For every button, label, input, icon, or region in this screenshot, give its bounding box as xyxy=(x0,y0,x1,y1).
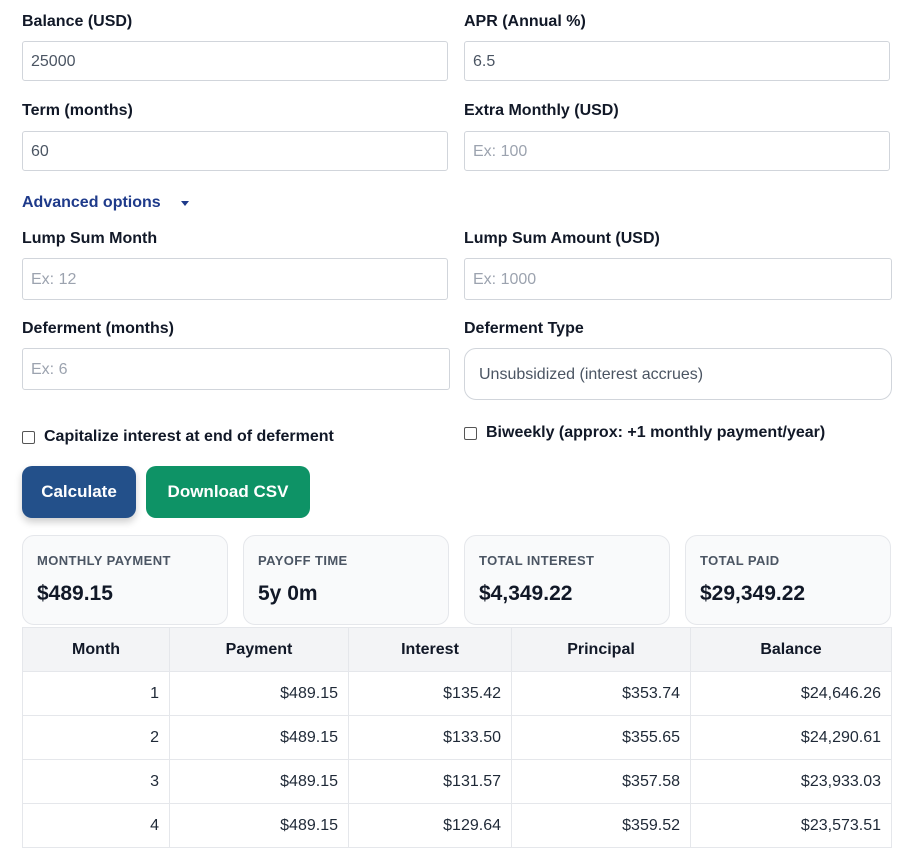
table-cell: $489.15 xyxy=(169,715,349,760)
table-cell: 4 xyxy=(22,803,170,848)
checkbox-label: Capitalize interest at end of deferment xyxy=(44,428,334,445)
summary-card: PAYOFF TIME 5y 0m xyxy=(243,535,449,625)
label: Term (months) xyxy=(22,102,133,119)
input[interactable]: Ex: 6 xyxy=(22,348,450,390)
input[interactable]: 25000 xyxy=(22,41,448,81)
card-label: MONTHLY PAYMENT xyxy=(37,553,171,568)
checkbox-label: Biweekly (approx: +1 monthly payment/yea… xyxy=(486,424,826,441)
table-cell: $355.65 xyxy=(511,715,691,760)
label: Balance (USD) xyxy=(22,13,133,30)
caret xyxy=(181,201,189,206)
checkbox[interactable] xyxy=(22,430,35,444)
summary-card: TOTAL PAID $29,349.22 xyxy=(685,535,891,625)
label: Extra Monthly (USD) xyxy=(464,102,619,119)
table-row: 1 $489.15 $135.42 $353.74 $24,646.26 xyxy=(22,671,892,716)
table-cell: 3 xyxy=(22,759,170,804)
card-value: $29,349.22 xyxy=(700,582,806,605)
advanced-toggle[interactable]: Advanced options xyxy=(22,194,161,211)
table-cell: $489.15 xyxy=(169,671,349,716)
column-header: Principal xyxy=(511,627,691,672)
table-cell: $24,290.61 xyxy=(690,715,892,760)
select[interactable]: Unsubsidized (interest accrues) xyxy=(464,348,892,400)
label: Deferment (months) xyxy=(22,320,175,337)
input[interactable]: Ex: 100 xyxy=(464,131,890,171)
input[interactable]: Ex: 12 xyxy=(22,258,448,300)
table-body: 1 $489.15 $135.42 $353.74 $24,646.26 2 $489.15… xyxy=(22,671,892,848)
card-value: $489.15 xyxy=(37,582,113,605)
download-button[interactable]: Download CSV xyxy=(146,466,310,518)
table-row: 3 $489.15 $131.57 $357.58 $23,933.03 xyxy=(22,759,892,804)
table-cell: $489.15 xyxy=(169,759,349,804)
input[interactable]: 60 xyxy=(22,131,448,171)
card-label: TOTAL PAID xyxy=(700,553,780,568)
table-cell: $359.52 xyxy=(511,803,691,848)
header-row: Month Payment Interest Principal Balance xyxy=(22,627,892,672)
card-value: $4,349.22 xyxy=(479,582,573,605)
card-label: PAYOFF TIME xyxy=(258,553,348,568)
table-cell: $357.58 xyxy=(511,759,691,804)
calculate-button[interactable]: Calculate xyxy=(22,466,136,518)
table-row: 4 $489.15 $129.64 $359.52 $23,573.51 xyxy=(22,803,892,848)
checkbox-row[interactable]: Capitalize interest at end of deferment xyxy=(22,428,334,446)
table-cell: $135.42 xyxy=(348,671,512,716)
checkbox-row[interactable]: Biweekly (approx: +1 monthly payment/yea… xyxy=(464,424,825,442)
table-cell: 1 xyxy=(22,671,170,716)
column-header: Month xyxy=(22,627,170,672)
label: Deferment Type xyxy=(464,320,584,337)
table-row: 2 $489.15 $133.50 $355.65 $24,290.61 xyxy=(22,715,892,760)
table-cell: $24,646.26 xyxy=(690,671,892,716)
table-cell: $23,933.03 xyxy=(690,759,892,804)
column-header: Balance xyxy=(690,627,892,672)
summary-card: TOTAL INTEREST $4,349.22 xyxy=(464,535,670,625)
schedule-table: Month Payment Interest Principal Balance 1 $4… xyxy=(22,627,892,848)
table-cell: $489.15 xyxy=(169,803,349,848)
card-value: 5y 0m xyxy=(258,582,318,605)
label: Lump Sum Amount (USD) xyxy=(464,230,660,247)
input[interactable]: Ex: 1000 xyxy=(464,258,892,300)
table-cell: 2 xyxy=(22,715,170,760)
column-header: Payment xyxy=(169,627,349,672)
column-header: Interest xyxy=(348,627,512,672)
checkbox[interactable] xyxy=(464,426,477,440)
table-cell: $353.74 xyxy=(511,671,691,716)
input[interactable]: 6.5 xyxy=(464,41,890,81)
card-label: TOTAL INTEREST xyxy=(479,553,595,568)
table-cell: $131.57 xyxy=(348,759,512,804)
table-cell: $129.64 xyxy=(348,803,512,848)
label: Lump Sum Month xyxy=(22,230,158,247)
table-cell: $23,573.51 xyxy=(690,803,892,848)
table-cell: $133.50 xyxy=(348,715,512,760)
label: APR (Annual %) xyxy=(464,13,586,30)
summary-card: MONTHLY PAYMENT $489.15 xyxy=(22,535,228,625)
